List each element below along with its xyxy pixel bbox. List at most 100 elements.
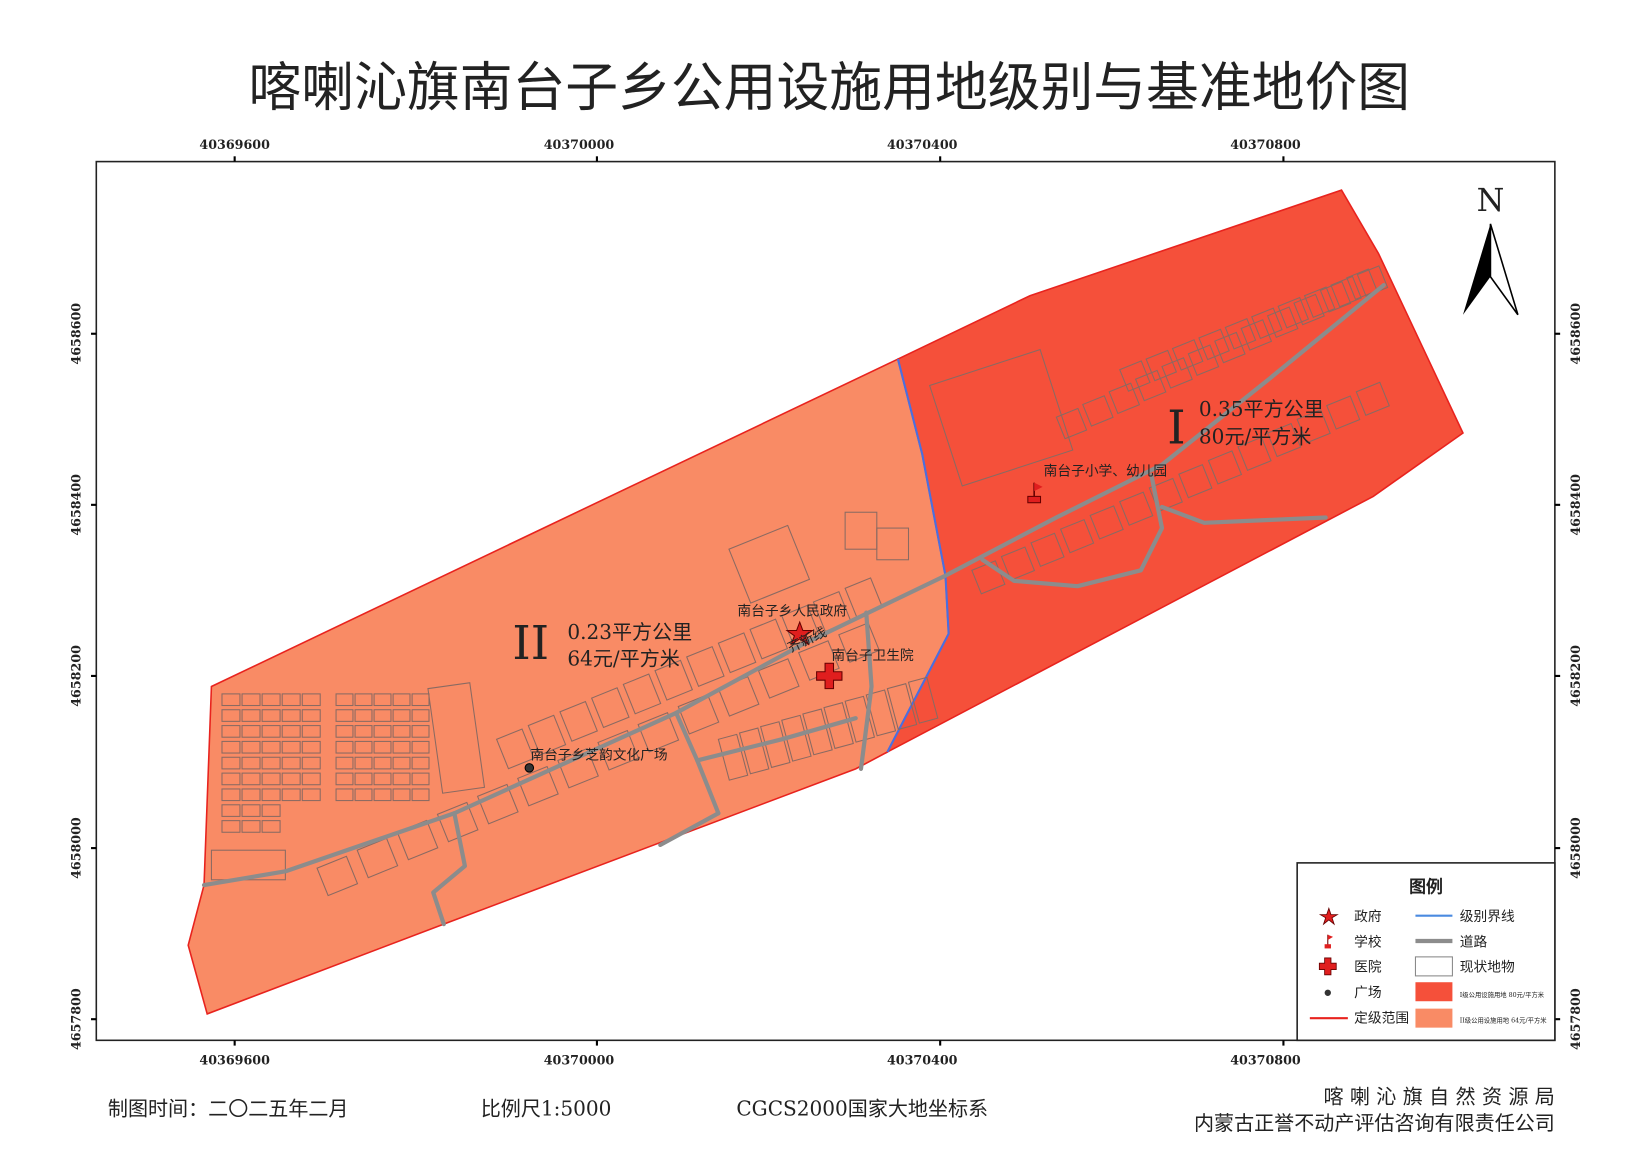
svg-text:4658400: 4658400 (68, 474, 83, 536)
building-outline (1178, 464, 1213, 499)
svg-text:II级公用设施用地 64元/平方米: II级公用设施用地 64元/平方米 (1460, 1015, 1547, 1024)
building-outline (301, 788, 321, 802)
building-outline (838, 622, 880, 663)
building-outline (392, 788, 411, 802)
red-fill-icon (1415, 982, 1453, 1002)
building-outline (411, 788, 430, 802)
building-outline (261, 772, 281, 786)
building-outline (281, 725, 301, 738)
building-outline (1082, 395, 1114, 427)
svg-text:40370000: 40370000 (544, 137, 615, 152)
building-outline (392, 740, 411, 754)
building-outline (281, 788, 301, 802)
dot-icon (1324, 989, 1331, 996)
svg-text:40370800: 40370800 (1230, 137, 1301, 152)
building-outline (241, 740, 261, 754)
svg-text:N: N (1477, 183, 1505, 219)
building-outline (301, 740, 321, 754)
legend: 图例 政府 学校 医院 广场 定级范围 级别界线 道路 现状地物 I级公用设施用… (1296, 862, 1556, 1042)
svg-text:40370400: 40370400 (887, 137, 958, 152)
building-outline (221, 740, 241, 754)
star-icon[interactable] (785, 620, 815, 646)
building-outline (316, 855, 359, 897)
building-outline (802, 708, 833, 756)
building-outline (373, 756, 392, 770)
building-outline (1119, 491, 1154, 526)
svg-text:4658000: 4658000 (68, 817, 83, 879)
building-outline (301, 772, 321, 786)
building-outline (301, 756, 321, 770)
building-outline (241, 820, 261, 833)
building-outline (301, 693, 321, 707)
building-outline (241, 788, 261, 802)
building-outline (373, 693, 392, 707)
building-outline (241, 693, 261, 707)
y-axis-ticks-left: 4658600 4658400 4658200 4658000 4657800 (68, 303, 97, 1050)
building-outline (261, 725, 281, 738)
building-outline (335, 693, 354, 707)
building-outline (221, 693, 241, 707)
north-arrow-icon: N (1462, 183, 1519, 316)
building-outline (241, 772, 261, 786)
building-outline (261, 756, 281, 770)
building-outline (1171, 339, 1204, 371)
orange-fill-icon (1415, 1008, 1453, 1028)
building-outline (759, 721, 791, 769)
building-outline (1224, 318, 1257, 350)
x-axis-ticks-top: 40369600 40370000 40370400 40370800 (199, 137, 1301, 162)
building-outline (1055, 407, 1088, 440)
building-outline (392, 709, 411, 722)
svg-text:4657800: 4657800 (1568, 988, 1583, 1050)
building-outline (373, 772, 392, 786)
building-outline (1089, 505, 1124, 540)
building-outline (261, 788, 281, 802)
svg-text:4658400: 4658400 (1568, 474, 1583, 536)
building-outline (281, 693, 301, 707)
building-outline (1000, 546, 1036, 581)
building-outline (221, 788, 241, 802)
building-outline (354, 725, 373, 738)
svg-text:学校: 学校 (1354, 933, 1382, 950)
svg-text:I级公用设施用地 80元/平方米: I级公用设施用地 80元/平方米 (1460, 990, 1545, 999)
dot-icon[interactable] (524, 763, 535, 773)
building-outline (392, 772, 411, 786)
building-outline (1237, 436, 1272, 471)
red-cross-icon[interactable] (816, 662, 843, 690)
building-outline (1119, 360, 1151, 392)
building-outline (261, 804, 281, 817)
building-outline (1187, 344, 1220, 377)
building-outline (622, 673, 662, 715)
svg-text:II: II (512, 616, 549, 670)
government-label: 南台子乡人民政府 (737, 604, 847, 620)
building-outline (1214, 331, 1246, 364)
svg-text:0.23平方公里: 0.23平方公里 (567, 620, 692, 644)
flag-icon[interactable] (1027, 482, 1043, 504)
svg-text:40369600: 40369600 (199, 1053, 270, 1068)
organization-2: 内蒙古正誉不动产评估咨询有限责任公司 (1194, 1111, 1555, 1135)
building-outline (1303, 286, 1336, 318)
building-outline (221, 725, 241, 738)
building-outline (221, 804, 241, 817)
building-outline (301, 709, 321, 722)
building-outline (886, 683, 918, 731)
svg-text:现状地物: 现状地物 (1460, 960, 1515, 976)
svg-text:道路: 道路 (1460, 934, 1488, 950)
school-label: 南台子小学、幼儿园 (1044, 463, 1167, 479)
building-outline (221, 709, 241, 722)
building-outline (221, 820, 241, 833)
svg-text:4658000: 4658000 (1568, 817, 1583, 879)
building-outline (637, 711, 680, 753)
svg-text:0.35平方公里: 0.35平方公里 (1199, 397, 1324, 421)
building-outline (241, 756, 261, 770)
building-outline (261, 709, 281, 722)
y-axis-ticks-right: 4658600 4658400 4658200 4658000 4657800 (1554, 303, 1583, 1050)
building-outline (738, 727, 770, 775)
building-outline (411, 709, 430, 722)
svg-text:40370000: 40370000 (544, 1053, 615, 1068)
building-outline (373, 725, 392, 738)
building-outline (354, 756, 373, 770)
building-outline (354, 693, 373, 707)
building-outline (590, 687, 630, 729)
building-outline (411, 756, 430, 770)
